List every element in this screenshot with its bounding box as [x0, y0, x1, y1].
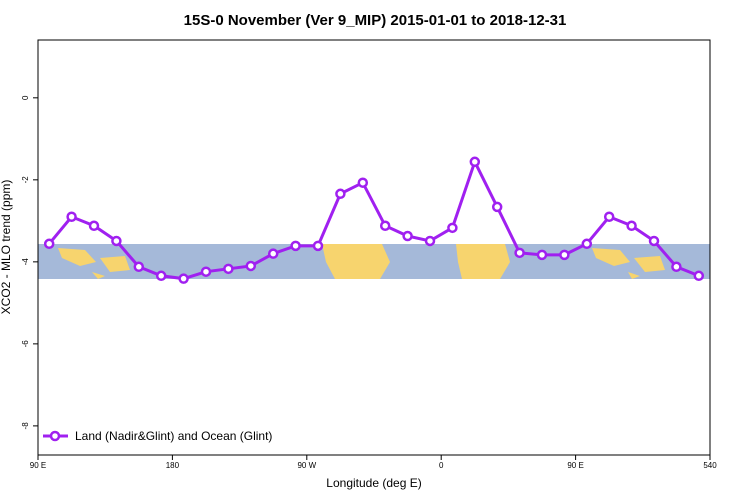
data-point	[267, 248, 279, 259]
map-strip	[38, 244, 710, 279]
data-point	[536, 249, 548, 261]
plot-frame	[37, 39, 711, 456]
x-axis-label: Longitude (deg E)	[326, 476, 421, 490]
y-tick-label: 0	[21, 95, 30, 100]
chart-title: 15S-0 November (Ver 9_MIP) 2015-01-01 to…	[184, 12, 567, 29]
x-tick-label: 90 E	[567, 461, 583, 470]
x-tick-label: 90 W	[297, 461, 316, 470]
legend-label: Land (Nadir&Glint) and Ocean (Glint)	[75, 429, 272, 443]
data-point	[581, 238, 593, 250]
x-tick-label: 90 E	[30, 461, 46, 470]
data-point	[603, 211, 615, 222]
data-point	[133, 261, 145, 273]
data-point	[357, 177, 369, 188]
data-point	[648, 235, 660, 247]
data-point	[447, 222, 458, 234]
data-point	[424, 235, 436, 247]
data-point	[491, 201, 503, 213]
data-point	[559, 249, 570, 261]
y-tick-label: -4	[21, 258, 30, 266]
data-point	[402, 230, 413, 242]
legend-marker	[49, 430, 61, 442]
y-tick-label: -8	[21, 422, 30, 430]
data-point	[111, 235, 122, 247]
data-point	[66, 211, 77, 222]
data-point	[312, 240, 324, 252]
data-point	[88, 220, 100, 232]
data-point	[671, 261, 682, 273]
data-point	[693, 270, 705, 282]
data-point	[626, 220, 637, 232]
data-point	[469, 156, 481, 168]
data-point	[155, 270, 167, 282]
data-point	[290, 240, 301, 252]
data-point	[43, 238, 55, 250]
data-point	[223, 263, 234, 275]
data-point	[178, 273, 189, 284]
x-tick-label: 0	[439, 461, 444, 470]
y-tick-label: -2	[21, 176, 30, 184]
data-point	[245, 260, 257, 272]
x-tick-label: 540	[703, 461, 717, 470]
y-axis-label: XCO2 - MLO trend (ppm)	[0, 180, 13, 315]
x-tick-label: 180	[166, 461, 180, 470]
y-tick-label: -6	[21, 340, 30, 348]
data-point	[200, 266, 212, 277]
data-point	[514, 247, 525, 259]
data-point	[335, 188, 346, 200]
data-point	[379, 220, 391, 232]
